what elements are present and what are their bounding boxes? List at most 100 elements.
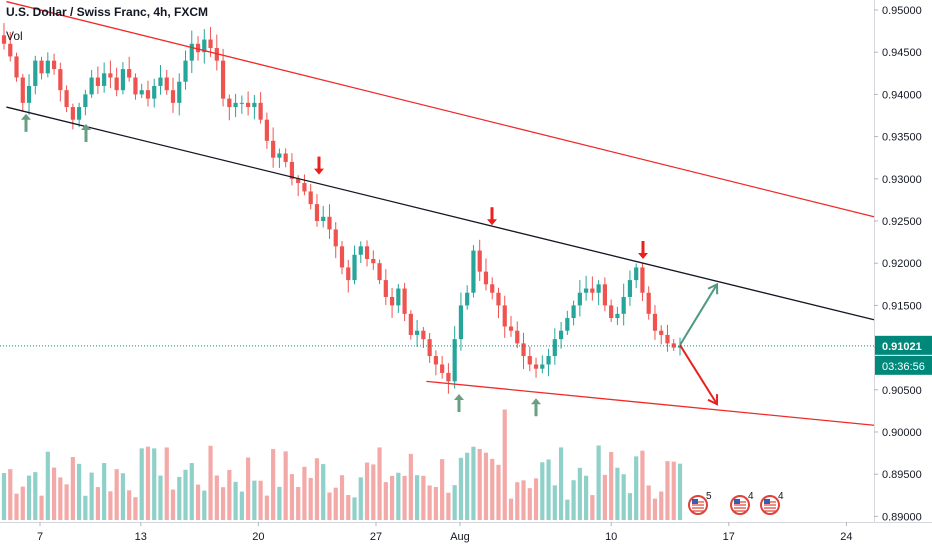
volume-bar	[195, 484, 201, 520]
volume-bar	[327, 492, 332, 520]
candle-body	[164, 77, 169, 91]
candle-body	[45, 60, 50, 74]
volume-label: Vol	[6, 29, 23, 43]
candle-body	[627, 280, 633, 297]
volume-bar	[502, 409, 507, 520]
volume-bar	[108, 491, 113, 520]
volume-bar	[521, 480, 526, 520]
volume-bar	[383, 482, 388, 520]
candle-body	[152, 85, 157, 99]
candle-body	[339, 246, 345, 268]
volume-bar	[39, 495, 44, 520]
lower-channel-line[interactable]	[426, 380, 875, 426]
down-arrow-marker-head	[487, 219, 497, 226]
candle-body	[402, 288, 407, 314]
volume-bar	[358, 477, 363, 520]
time-tick-label: 13	[135, 531, 147, 543]
volume-bar	[402, 475, 407, 520]
candle-body	[508, 326, 514, 331]
scenario-up-arrow[interactable]	[679, 283, 718, 346]
time-tick-label: Aug	[450, 531, 470, 543]
candle-body	[83, 94, 88, 108]
volume-bar	[602, 474, 607, 520]
volume-bar	[314, 458, 320, 520]
price-tick-label: 0.92500	[882, 216, 922, 228]
candle-body	[95, 77, 100, 86]
up-arrow-marker-head	[21, 113, 31, 120]
volume-bar	[627, 493, 633, 520]
candle-body	[189, 43, 194, 61]
volume-bar	[371, 464, 376, 520]
candle-body	[258, 102, 263, 120]
candle-body	[296, 178, 301, 184]
volume-bar	[158, 475, 163, 520]
volume-bar	[496, 464, 501, 520]
candle-body	[477, 250, 482, 272]
volume-bar	[621, 474, 626, 520]
volume-bar	[246, 457, 251, 520]
volume-bar	[283, 451, 288, 520]
event-count: 5	[706, 491, 712, 502]
candle-body	[590, 288, 595, 293]
candle-body	[640, 267, 645, 293]
volume-bar	[114, 469, 119, 520]
down-arrow-marker-head	[314, 168, 324, 175]
volume-bar	[258, 480, 263, 520]
candle-body	[433, 356, 438, 365]
candle-body	[33, 60, 38, 86]
candle-body	[252, 102, 257, 108]
upper-channel-line[interactable]	[6, 0, 875, 218]
candle-body	[408, 313, 413, 335]
candle-body	[377, 263, 382, 281]
candle-body	[170, 90, 176, 103]
candle-body	[646, 292, 651, 314]
candle-body	[346, 267, 351, 281]
candle-body	[89, 77, 94, 95]
volume-bar	[533, 478, 539, 520]
volume-bar	[77, 463, 82, 520]
volume-bar	[208, 445, 213, 520]
candle-body	[615, 313, 620, 319]
chart-title: U.S. Dollar / Swiss Franc, 4h, FXCM	[6, 5, 209, 19]
candle-body	[502, 305, 507, 327]
candle-body	[8, 43, 13, 57]
candle-body	[271, 140, 276, 158]
candle-body	[621, 296, 626, 314]
volume-bar	[177, 476, 182, 520]
volume-bar	[26, 475, 32, 520]
volume-bar	[1, 473, 7, 520]
candle-body	[458, 305, 464, 340]
time-tick-label: 20	[252, 531, 264, 543]
volume-bar	[433, 486, 438, 520]
scenario-down-arrow[interactable]	[679, 344, 718, 405]
candle-body	[302, 183, 307, 192]
candle-body	[427, 339, 432, 357]
volume-bar	[139, 448, 144, 520]
candle-body	[220, 60, 226, 99]
volume-bar	[321, 464, 326, 520]
candle-body	[127, 69, 132, 78]
volume-bar	[20, 486, 25, 520]
candle-body	[177, 81, 182, 103]
price-tick-label: 0.95000	[882, 5, 922, 17]
event-count: 4	[778, 491, 784, 502]
volume-bar	[45, 451, 50, 520]
price-axis[interactable]	[874, 0, 932, 550]
volume-bar	[615, 467, 620, 520]
volume-bar	[102, 463, 107, 520]
middle-trend-line[interactable]	[6, 106, 875, 321]
volume-bar	[233, 481, 238, 520]
countdown-badge	[875, 355, 932, 375]
volume-bar	[640, 450, 645, 520]
candle-body	[496, 292, 501, 306]
time-tick-label: 10	[605, 531, 617, 543]
volume-bar	[646, 485, 651, 520]
candle-body	[183, 60, 188, 82]
candle-body	[145, 90, 151, 99]
candle-body	[440, 364, 445, 373]
volume-bar	[571, 480, 576, 520]
candle-body	[596, 284, 601, 293]
candle-body	[314, 204, 320, 221]
